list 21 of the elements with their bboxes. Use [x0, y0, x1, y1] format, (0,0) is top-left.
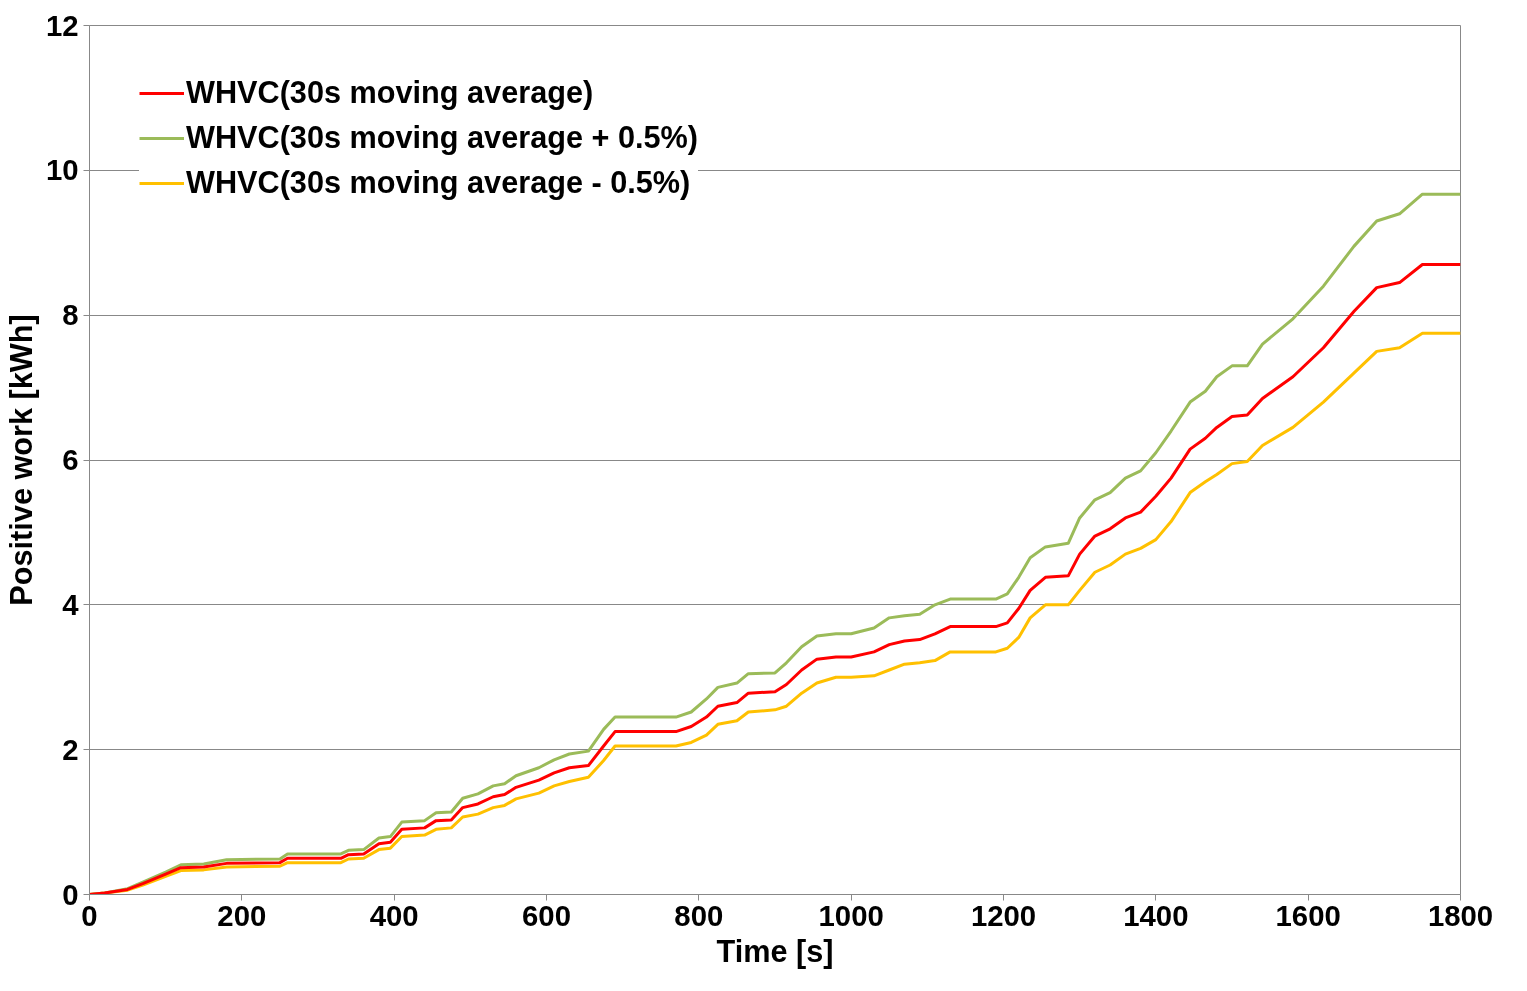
- x-tick-label: 1400: [1123, 898, 1189, 932]
- x-tick-label: 400: [369, 898, 419, 932]
- legend-label: WHVC(30s moving average + 0.5%): [186, 120, 698, 155]
- x-tick-label: 1600: [1275, 898, 1341, 932]
- y-tick-label: 6: [62, 443, 79, 476]
- x-tick-label: 1200: [970, 898, 1037, 932]
- x-axis-title: Time [s]: [716, 933, 834, 969]
- x-tick-label: 800: [674, 898, 724, 932]
- y-tick-label: 0: [62, 877, 79, 911]
- y-tick-label: 2: [62, 732, 79, 766]
- y-tick-label: 4: [62, 587, 80, 621]
- y-tick-label: 12: [45, 8, 79, 42]
- x-tick-label: 200: [217, 898, 267, 932]
- y-axis-title: Positive work [kWh]: [3, 314, 39, 606]
- x-tick-label: 1800: [1427, 898, 1494, 932]
- y-tick-label: 8: [62, 298, 79, 332]
- x-tick-label: 1000: [818, 898, 884, 932]
- legend-label: WHVC(30s moving average - 0.5%): [186, 165, 691, 200]
- y-tick-label: 10: [45, 153, 79, 187]
- legend-label: WHVC(30s moving average): [186, 75, 594, 110]
- x-tick-label: 600: [522, 898, 571, 932]
